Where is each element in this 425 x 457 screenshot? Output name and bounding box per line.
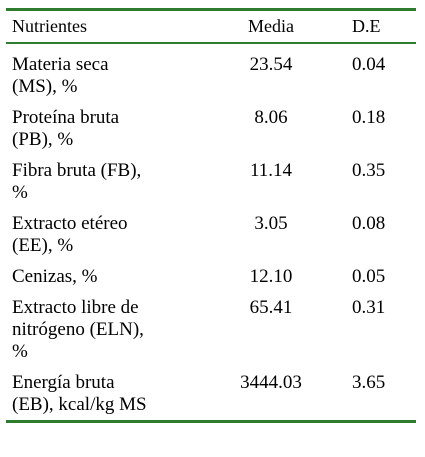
row-sd: 0.05 [352, 266, 386, 287]
header-de: D.E [352, 16, 381, 36]
row-name-line: (EB), kcal/kg MS [12, 394, 147, 415]
table-row: Energía bruta (EB), kcal/kg MS 3444.03 3… [6, 367, 416, 420]
row-name-line: Extracto libre de [12, 297, 139, 318]
row-name-line: Cenizas, % [12, 266, 98, 287]
header-row: Nutrientes Media D.E [6, 11, 416, 42]
row-mean: 8.06 [254, 107, 288, 128]
row-name-line: % [12, 341, 28, 362]
row-mean: 65.41 [249, 297, 293, 318]
row-name: Materia seca (MS), % [6, 44, 204, 102]
row-sd: 0.04 [352, 54, 386, 75]
row-mean: 23.54 [249, 54, 293, 75]
row-sd: 0.35 [352, 160, 386, 181]
row-name-line: Energía bruta [12, 372, 115, 393]
top-rule [6, 8, 416, 11]
row-name-line: % [12, 182, 28, 203]
row-name: Energía bruta (EB), kcal/kg MS [6, 367, 204, 420]
row-name-line: (MS), % [12, 76, 78, 97]
row-name-line: nitrógeno (ELN), [12, 319, 144, 340]
row-name-line: Extracto etéreo [12, 213, 128, 234]
row-name: Cenizas, % [6, 261, 204, 292]
row-sd: 0.18 [352, 107, 386, 128]
row-sd: 3.65 [352, 372, 386, 393]
row-sd: 0.08 [352, 213, 386, 234]
row-mean: 12.10 [249, 266, 293, 287]
table-row: Extracto etéreo (EE), % 3.05 0.08 [6, 208, 416, 261]
bottom-rule [6, 420, 416, 423]
row-mean: 11.14 [249, 160, 293, 181]
nutrient-table-grid: Nutrientes Media D.E [6, 11, 416, 42]
row-name: Fibra bruta (FB), % [6, 155, 204, 208]
table-row: Materia seca (MS), % 23.54 0.04 [6, 44, 416, 102]
nutrient-table: Nutrientes Media D.E Materia seca (MS), … [6, 8, 416, 423]
header-nutrientes: Nutrientes [12, 16, 87, 36]
row-name-line: (EE), % [12, 235, 74, 256]
row-name: Extracto libre de nitrógeno (ELN), % [6, 292, 204, 367]
row-name-line: Proteína bruta [12, 107, 120, 128]
table-row: Fibra bruta (FB), % 11.14 0.35 [6, 155, 416, 208]
row-name-line: Materia seca [12, 54, 109, 75]
table-row: Cenizas, % 12.10 0.05 [6, 261, 416, 292]
row-mean: 3.05 [254, 213, 288, 234]
row-name-line: Fibra bruta (FB), [12, 160, 142, 181]
row-name: Extracto etéreo (EE), % [6, 208, 204, 261]
row-name: Proteína bruta (PB), % [6, 102, 204, 155]
row-name-line: (PB), % [12, 129, 74, 150]
header-media: Media [248, 16, 294, 36]
row-sd: 0.31 [352, 297, 386, 318]
table-row: Proteína bruta (PB), % 8.06 0.18 [6, 102, 416, 155]
row-mean: 3444.03 [240, 372, 302, 393]
table-row: Extracto libre de nitrógeno (ELN), % 65.… [6, 292, 416, 367]
header-rule [6, 42, 416, 44]
